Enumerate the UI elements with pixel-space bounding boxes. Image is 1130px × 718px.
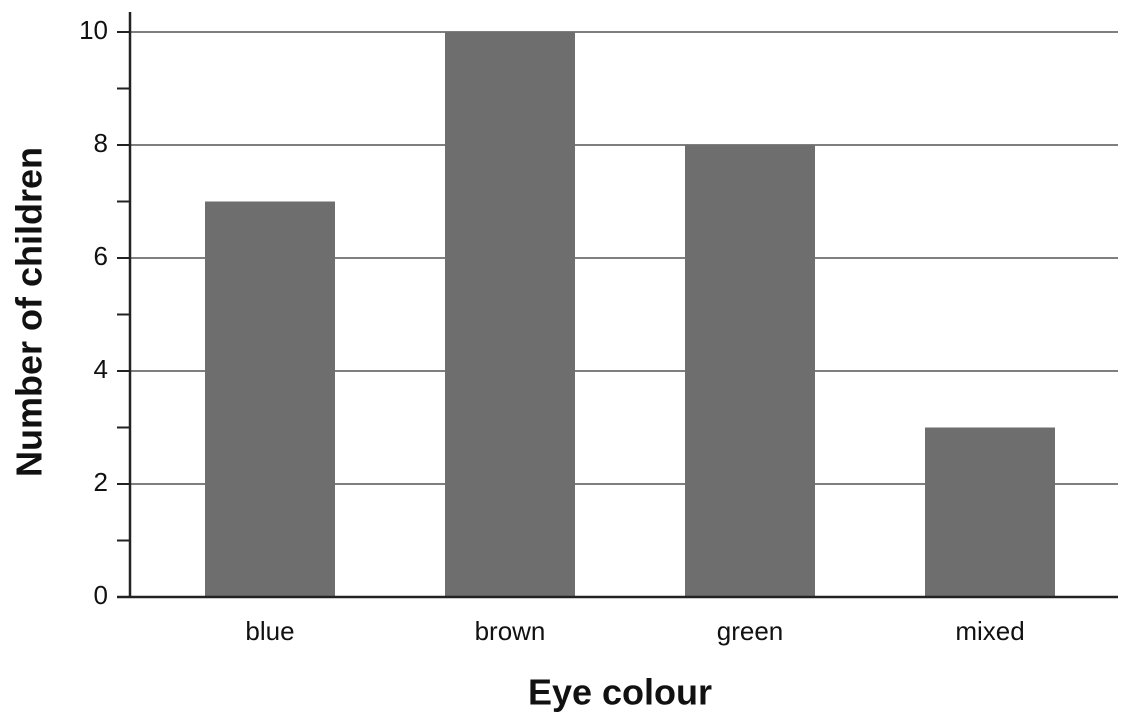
bar	[685, 145, 815, 597]
x-tick-label: green	[717, 616, 784, 646]
x-tick-label: blue	[245, 616, 294, 646]
y-axis-title: Number of children	[9, 147, 50, 477]
y-tick-label: 10	[79, 15, 108, 45]
x-tick-label: brown	[475, 616, 546, 646]
bar	[925, 427, 1055, 597]
bar	[205, 201, 335, 597]
y-tick-label: 0	[94, 580, 108, 610]
y-tick-label: 2	[94, 467, 108, 497]
y-tick-label: 4	[94, 354, 108, 384]
x-tick-label: mixed	[955, 616, 1024, 646]
y-tick-label: 8	[94, 128, 108, 158]
x-axis-title: Eye colour	[528, 672, 712, 713]
y-tick-label: 6	[94, 241, 108, 271]
bar	[445, 32, 575, 597]
